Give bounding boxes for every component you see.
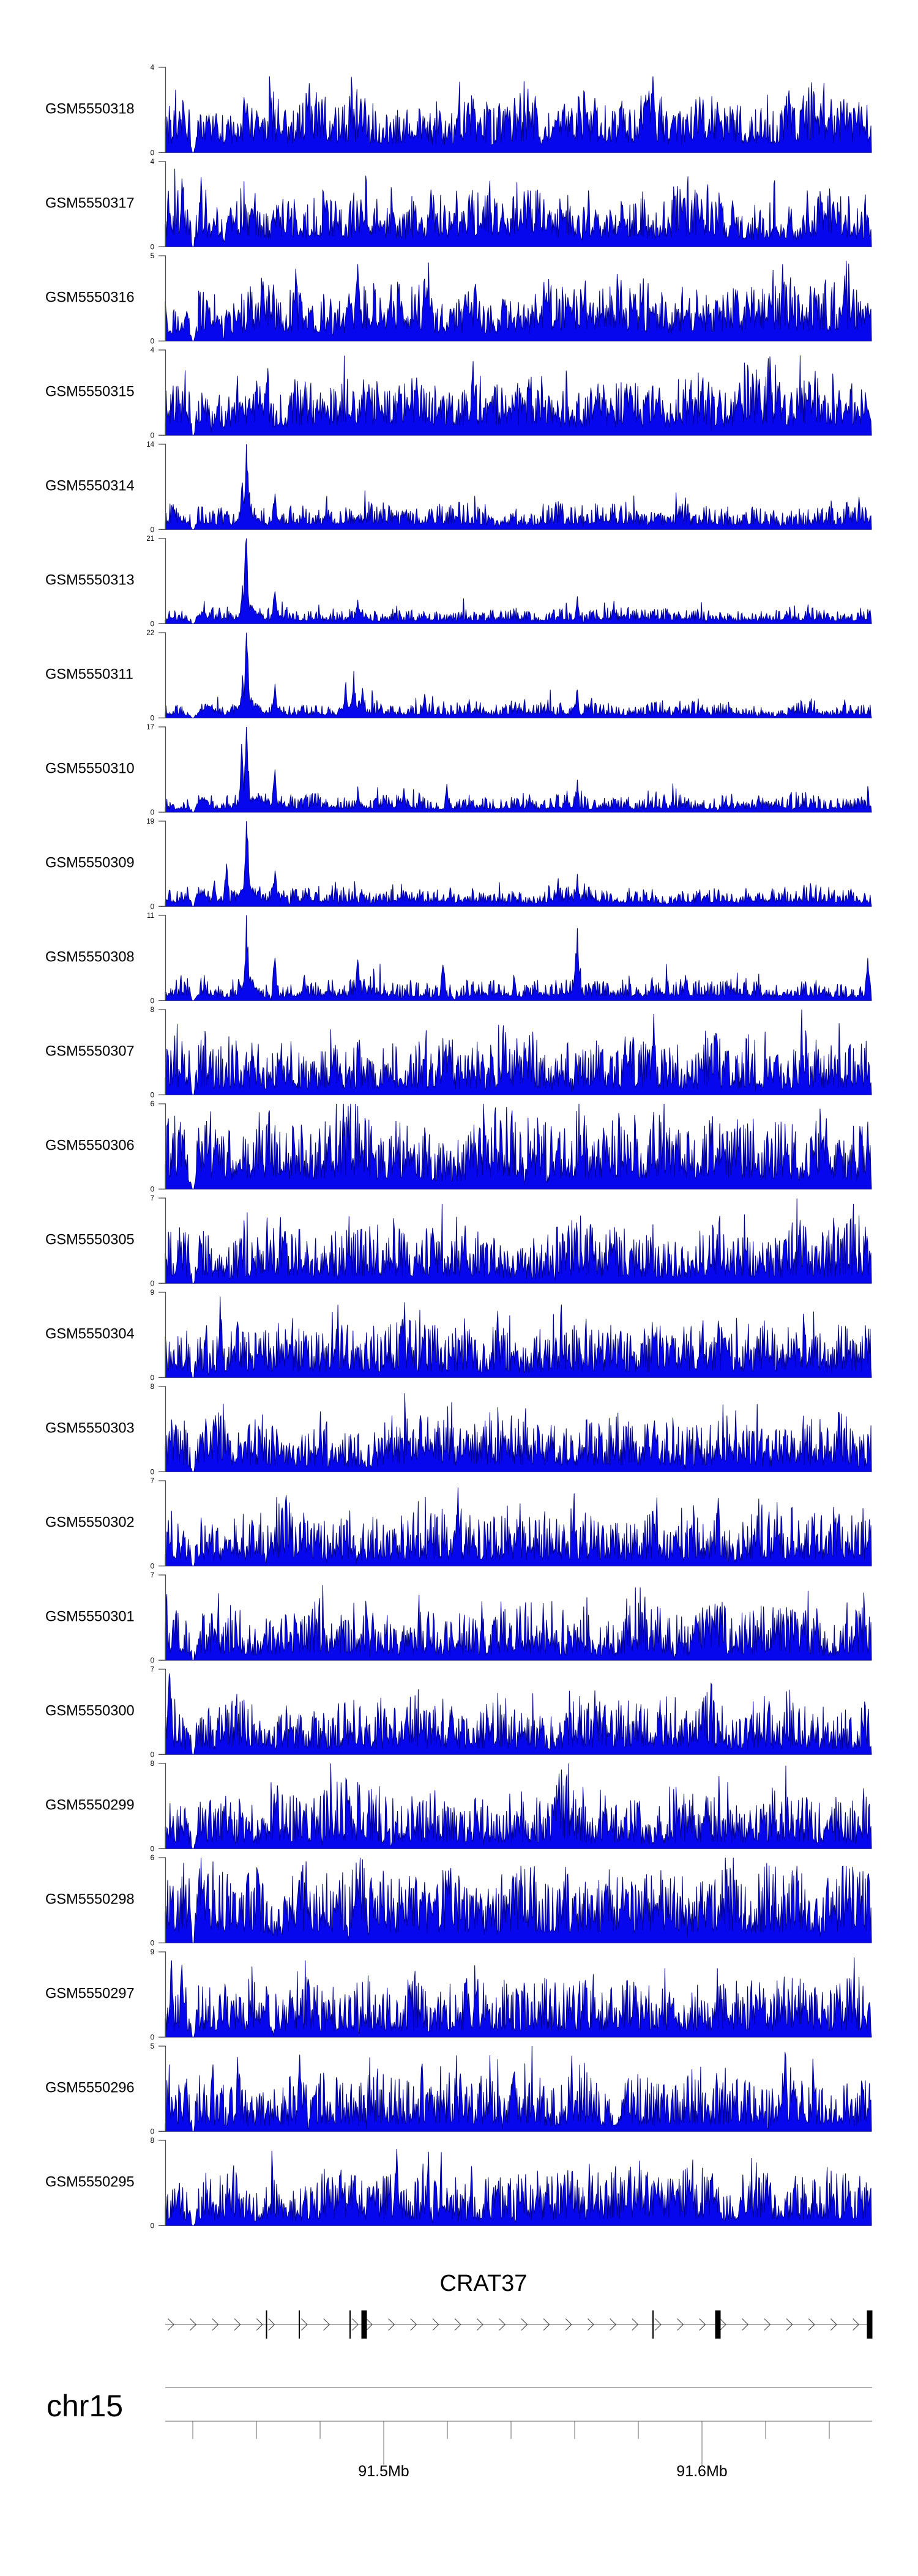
svg-text:0: 0	[151, 244, 154, 251]
svg-text:0: 0	[151, 1469, 154, 1476]
svg-text:0: 0	[151, 903, 154, 910]
svg-text:7: 7	[151, 1195, 154, 1202]
svg-text:6: 6	[151, 1101, 154, 1108]
svg-text:0: 0	[151, 526, 154, 534]
svg-text:8: 8	[151, 1383, 154, 1391]
svg-text:11: 11	[147, 912, 154, 920]
svg-text:8: 8	[151, 2137, 154, 2145]
svg-text:4: 4	[151, 64, 155, 72]
svg-text:19: 19	[146, 818, 154, 825]
svg-text:GSM5550301: GSM5550301	[45, 1609, 135, 1625]
svg-text:0: 0	[151, 432, 154, 439]
svg-text:GSM5550299: GSM5550299	[45, 1798, 135, 1814]
svg-text:7: 7	[151, 1666, 154, 1673]
svg-text:6: 6	[151, 1855, 154, 1862]
svg-text:7: 7	[151, 1478, 154, 1485]
svg-text:8: 8	[151, 1007, 154, 1014]
svg-text:91.5Mb: 91.5Mb	[358, 2463, 409, 2480]
svg-text:GSM5550306: GSM5550306	[45, 1138, 135, 1154]
svg-text:0: 0	[151, 1751, 154, 1759]
svg-text:GSM5550297: GSM5550297	[45, 1986, 135, 2002]
svg-text:GSM5550302: GSM5550302	[45, 1515, 135, 1531]
svg-text:9: 9	[151, 1949, 154, 1956]
svg-text:0: 0	[151, 1563, 154, 1570]
svg-text:4: 4	[151, 347, 155, 354]
svg-text:9: 9	[151, 1289, 154, 1297]
svg-text:GSM5550313: GSM5550313	[45, 573, 135, 589]
svg-text:GSM5550303: GSM5550303	[45, 1421, 135, 1437]
svg-text:5: 5	[151, 2043, 154, 2050]
svg-text:GSM5550310: GSM5550310	[45, 761, 135, 777]
svg-text:22: 22	[146, 630, 154, 637]
svg-text:CRAT37: CRAT37	[440, 2271, 528, 2296]
svg-text:GSM5550307: GSM5550307	[45, 1044, 135, 1060]
svg-text:0: 0	[151, 149, 154, 157]
svg-text:8: 8	[151, 1760, 154, 1768]
svg-text:21: 21	[146, 535, 154, 543]
svg-text:GSM5550315: GSM5550315	[45, 384, 135, 400]
svg-text:0: 0	[151, 620, 154, 628]
svg-text:0: 0	[151, 338, 154, 345]
svg-text:0: 0	[151, 1845, 154, 1853]
svg-text:0: 0	[151, 1657, 154, 1664]
svg-text:GSM5550318: GSM5550318	[45, 102, 135, 117]
svg-text:0: 0	[151, 809, 154, 816]
svg-text:GSM5550311: GSM5550311	[45, 667, 133, 683]
svg-text:GSM5550314: GSM5550314	[45, 478, 135, 494]
svg-text:0: 0	[151, 715, 154, 722]
svg-text:17: 17	[146, 724, 154, 731]
svg-text:0: 0	[151, 997, 154, 1005]
svg-text:GSM5550304: GSM5550304	[45, 1327, 135, 1342]
svg-text:0: 0	[151, 1940, 154, 1947]
svg-text:0: 0	[151, 2034, 154, 2041]
svg-text:91.6Mb: 91.6Mb	[676, 2463, 727, 2480]
svg-text:4: 4	[151, 158, 155, 166]
svg-text:0: 0	[151, 1092, 154, 1099]
svg-text:GSM5550316: GSM5550316	[45, 290, 135, 306]
svg-text:0: 0	[151, 1280, 154, 1287]
svg-text:7: 7	[151, 1572, 154, 1579]
svg-text:5: 5	[151, 253, 154, 260]
svg-text:0: 0	[151, 2222, 154, 2230]
svg-text:GSM5550317: GSM5550317	[45, 196, 135, 212]
svg-text:GSM5550296: GSM5550296	[45, 2080, 135, 2096]
svg-text:GSM5550309: GSM5550309	[45, 855, 135, 871]
svg-text:GSM5550305: GSM5550305	[45, 1232, 135, 1248]
svg-text:14: 14	[146, 441, 154, 449]
svg-text:GSM5550298: GSM5550298	[45, 1892, 135, 1908]
svg-text:GSM5550308: GSM5550308	[45, 950, 135, 966]
svg-text:0: 0	[151, 2128, 154, 2135]
svg-text:GSM5550295: GSM5550295	[45, 2175, 135, 2191]
svg-text:GSM5550300: GSM5550300	[45, 1703, 135, 1719]
svg-text:0: 0	[151, 1374, 154, 1382]
svg-text:0: 0	[151, 1186, 154, 1193]
svg-text:chr15: chr15	[47, 2389, 123, 2423]
